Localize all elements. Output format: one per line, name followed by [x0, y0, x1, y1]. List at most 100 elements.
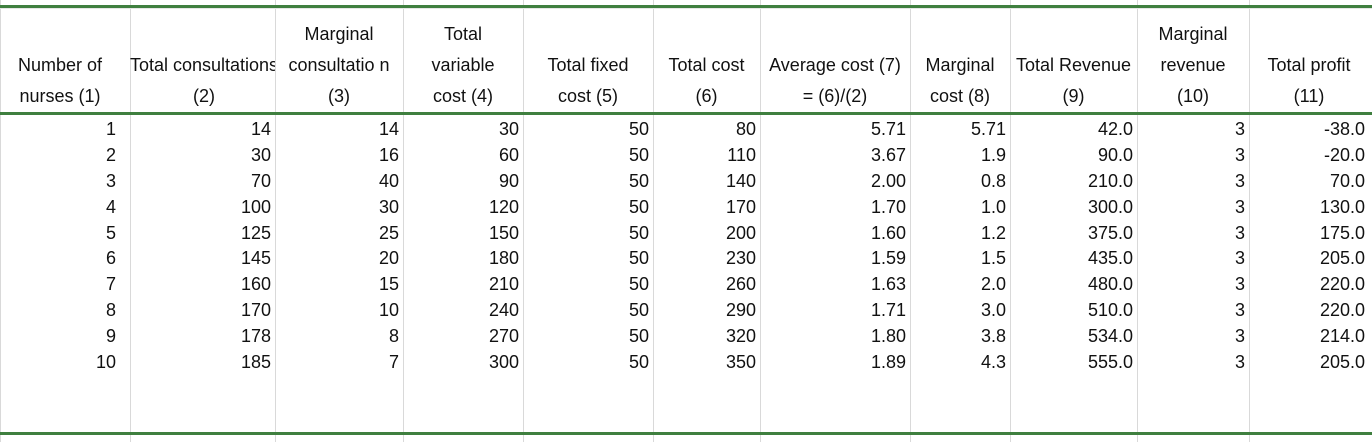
table-cell[interactable]: 1.71 — [870, 300, 906, 321]
table-cell[interactable]: 3 — [1234, 170, 1245, 191]
table-cell[interactable]: 1 — [105, 118, 116, 139]
table-cell[interactable]: 16 — [378, 144, 399, 165]
table-cell[interactable]: 170 — [240, 300, 271, 321]
table-cell[interactable]: 0.8 — [980, 170, 1006, 191]
table-cell[interactable]: 220.0 — [1319, 300, 1365, 321]
table-cell[interactable]: -20.0 — [1323, 144, 1365, 165]
table-cell[interactable]: 5 — [105, 222, 116, 243]
table-cell[interactable]: 1.2 — [980, 222, 1006, 243]
table-cell[interactable]: 300.0 — [1087, 196, 1133, 217]
table-cell[interactable]: 205.0 — [1319, 248, 1365, 269]
table-cell[interactable]: 534.0 — [1087, 326, 1133, 347]
table-cell[interactable]: 90.0 — [1097, 144, 1133, 165]
table-cell[interactable]: 10 — [95, 351, 116, 372]
col-header[interactable]: Marginal consultatio n (3) — [288, 24, 390, 106]
table-cell[interactable]: 2 — [105, 144, 116, 165]
table-cell[interactable]: 220.0 — [1319, 274, 1365, 295]
table-cell[interactable]: 10 — [378, 300, 399, 321]
table-cell[interactable]: 4 — [105, 196, 116, 217]
table-cell[interactable]: 210.0 — [1087, 170, 1133, 191]
table-cell[interactable]: 50 — [628, 274, 649, 295]
col-header[interactable]: Average cost (7) = (6)/(2) — [769, 55, 901, 106]
col-header[interactable]: Number of nurses (1) — [17, 55, 103, 106]
table-cell[interactable]: 100 — [240, 196, 271, 217]
table-cell[interactable]: 3 — [1234, 326, 1245, 347]
table-cell[interactable]: 42.0 — [1097, 118, 1133, 139]
table-cell[interactable]: 270 — [488, 326, 519, 347]
table-cell[interactable]: 320 — [725, 326, 756, 347]
table-cell[interactable]: 205.0 — [1319, 351, 1365, 372]
table-cell[interactable]: 20 — [378, 248, 399, 269]
table-cell[interactable]: 185 — [240, 351, 271, 372]
table-cell[interactable]: 1.9 — [980, 144, 1006, 165]
table-cell[interactable]: 50 — [628, 222, 649, 243]
table-cell[interactable]: 3 — [1234, 274, 1245, 295]
table-cell[interactable]: 2.0 — [980, 274, 1006, 295]
table-cell[interactable]: 300 — [488, 351, 519, 372]
table-cell[interactable]: 230 — [725, 248, 756, 269]
table-cell[interactable]: 15 — [378, 274, 399, 295]
table-cell[interactable]: 40 — [378, 170, 399, 191]
table-cell[interactable]: 70 — [250, 170, 271, 191]
table-cell[interactable]: 5.71 — [870, 118, 906, 139]
table-cell[interactable]: 1.5 — [980, 248, 1006, 269]
table-cell[interactable]: 6 — [105, 248, 116, 269]
table-cell[interactable]: 70.0 — [1329, 170, 1365, 191]
table-cell[interactable]: 50 — [628, 351, 649, 372]
col-header[interactable]: Total Revenue (9) — [1015, 55, 1132, 106]
table-cell[interactable]: 350 — [725, 351, 756, 372]
col-header[interactable]: Total fixed cost (5) — [547, 55, 629, 106]
table-cell[interactable]: 25 — [378, 222, 399, 243]
table-cell[interactable]: 1.80 — [870, 326, 906, 347]
table-cell[interactable]: 290 — [725, 300, 756, 321]
table-cell[interactable]: 50 — [628, 118, 649, 139]
table-cell[interactable]: 50 — [628, 144, 649, 165]
table-cell[interactable]: 178 — [240, 326, 271, 347]
table-cell[interactable]: 14 — [378, 118, 399, 139]
table-cell[interactable]: 80 — [735, 118, 756, 139]
table-cell[interactable]: 14 — [250, 118, 271, 139]
table-cell[interactable]: 3.67 — [870, 144, 906, 165]
col-header[interactable]: Marginal cost (8) — [925, 55, 995, 106]
col-header[interactable]: Total variable cost (4) — [431, 24, 495, 106]
table-cell[interactable]: 50 — [628, 170, 649, 191]
table-cell[interactable]: 30 — [498, 118, 519, 139]
table-cell[interactable]: 30 — [378, 196, 399, 217]
table-cell[interactable]: 5.71 — [970, 118, 1006, 139]
table-cell[interactable]: 435.0 — [1087, 248, 1133, 269]
table-cell[interactable]: 8 — [388, 326, 399, 347]
col-header[interactable]: Total cost (6) — [668, 55, 745, 106]
table-cell[interactable]: 3 — [1234, 118, 1245, 139]
table-cell[interactable]: 8 — [105, 300, 116, 321]
table-cell[interactable]: 214.0 — [1319, 326, 1365, 347]
table-cell[interactable]: 140 — [725, 170, 756, 191]
col-header[interactable]: Marginal revenue (10) — [1158, 24, 1228, 106]
table-cell[interactable]: 90 — [498, 170, 519, 191]
table-cell[interactable]: 7 — [105, 274, 116, 295]
table-cell[interactable]: 1.0 — [980, 196, 1006, 217]
table-cell[interactable]: 3 — [1234, 144, 1245, 165]
table-cell[interactable]: 130.0 — [1319, 196, 1365, 217]
table-cell[interactable]: 60 — [498, 144, 519, 165]
table-cell[interactable]: 3 — [1234, 222, 1245, 243]
table-cell[interactable]: 1.70 — [870, 196, 906, 217]
table-cell[interactable]: 3 — [1234, 196, 1245, 217]
table-cell[interactable]: 4.3 — [980, 351, 1006, 372]
table-cell[interactable]: 160 — [240, 274, 271, 295]
table-cell[interactable]: 3.8 — [980, 326, 1006, 347]
table-cell[interactable]: 3 — [105, 170, 116, 191]
table-cell[interactable]: 200 — [725, 222, 756, 243]
table-cell[interactable]: 3 — [1234, 300, 1245, 321]
table-cell[interactable]: 555.0 — [1087, 351, 1133, 372]
table-cell[interactable]: 375.0 — [1087, 222, 1133, 243]
table-cell[interactable]: 240 — [488, 300, 519, 321]
table-cell[interactable]: 3 — [1234, 351, 1245, 372]
table-cell[interactable]: 7 — [388, 351, 399, 372]
table-cell[interactable]: 3 — [1234, 248, 1245, 269]
table-cell[interactable]: -38.0 — [1323, 118, 1365, 139]
table-cell[interactable]: 1.89 — [870, 351, 906, 372]
table-cell[interactable]: 50 — [628, 300, 649, 321]
table-cell[interactable]: 9 — [105, 326, 116, 347]
col-header[interactable]: Total consultations (2) — [129, 55, 275, 106]
table-cell[interactable]: 30 — [250, 144, 271, 165]
